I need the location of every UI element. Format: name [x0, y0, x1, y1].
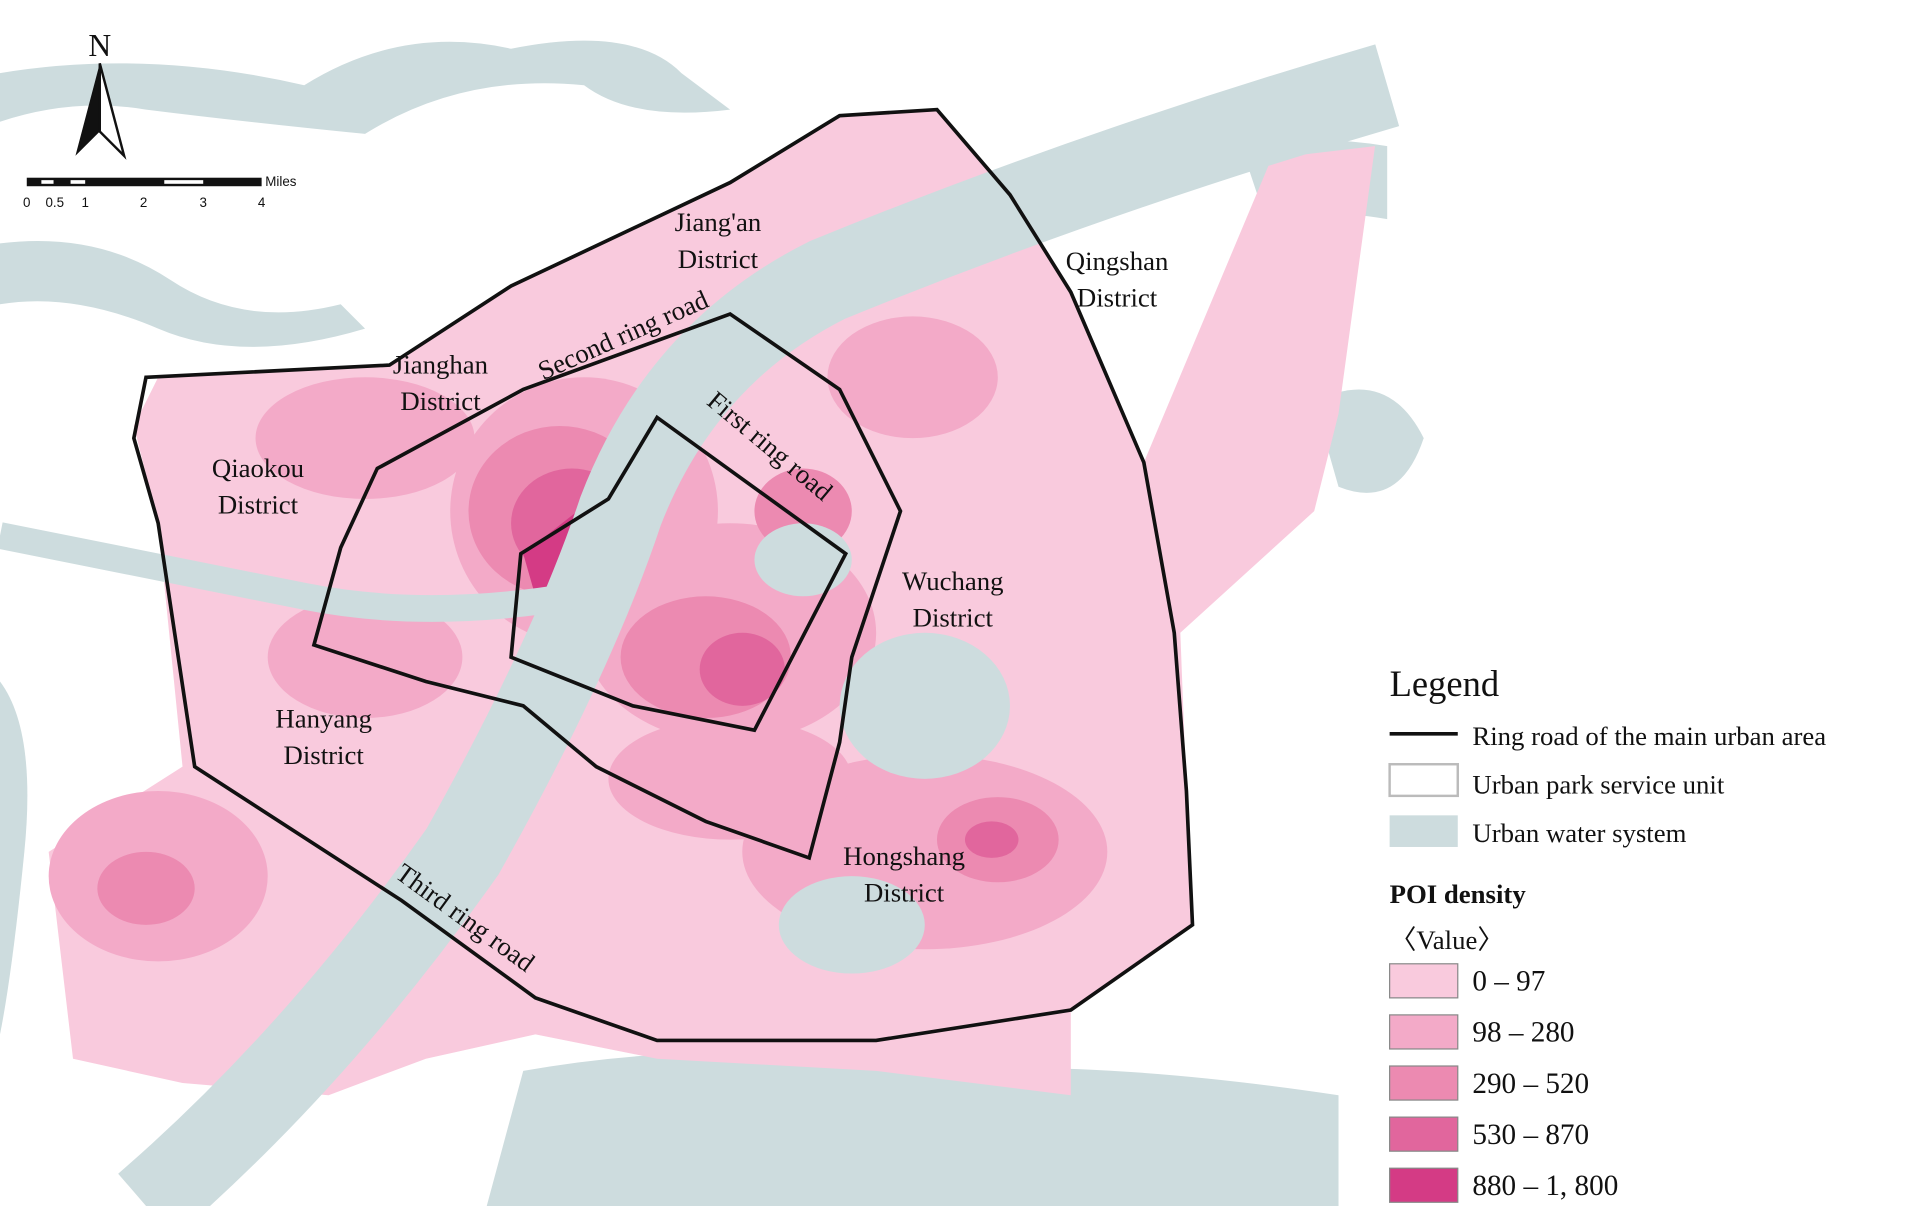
- legend-item: Urban water system: [1472, 818, 1686, 848]
- scale-tick-label: 0: [23, 195, 30, 210]
- scale-bar: 0 0.5 1 2 3 4 Miles: [23, 174, 297, 210]
- north-label: N: [88, 28, 111, 63]
- class-label: 530 – 870: [1472, 1119, 1589, 1151]
- district-label: District: [284, 740, 365, 770]
- scale-tick-label: 2: [140, 195, 147, 210]
- scale-tick-label: 3: [199, 195, 206, 210]
- legend-swatch: [1389, 1116, 1459, 1152]
- legend-swatch: [1389, 963, 1459, 999]
- district-label: Qiaokou: [212, 453, 304, 483]
- value-label: 〈Value〉: [1390, 925, 1504, 955]
- class-label: 98 – 280: [1472, 1017, 1574, 1049]
- class-label: 0 – 97: [1472, 966, 1545, 998]
- class-label: 290 – 520: [1472, 1068, 1589, 1100]
- legend-swatch: [1389, 1014, 1459, 1050]
- district-label: Wuchang: [902, 566, 1003, 596]
- map-base: [0, 40, 1424, 1206]
- district-label: Qingshan: [1066, 246, 1169, 276]
- scale-unit: Miles: [265, 174, 297, 189]
- district-label: District: [400, 386, 481, 416]
- class-label: 880 – 1, 800: [1472, 1170, 1618, 1202]
- district-label: Jiang'an: [675, 207, 762, 237]
- scale-tick-label: 1: [81, 195, 88, 210]
- district-label: District: [1077, 283, 1158, 313]
- legend-title: Legend: [1390, 663, 1499, 704]
- legend: Legend Ring road of the main urban area …: [1388, 663, 1826, 1203]
- legend-swatch: [1389, 1065, 1459, 1101]
- district-label: Hanyang: [275, 704, 372, 734]
- legend-item: Ring road of the main urban area: [1472, 721, 1826, 751]
- district-label: Hongshang: [843, 841, 965, 871]
- district-label: District: [864, 878, 945, 908]
- district-label: District: [218, 490, 299, 520]
- scale-tick-label: 0.5: [45, 195, 64, 210]
- poi-title: POI density: [1390, 879, 1527, 909]
- district-label: District: [913, 603, 994, 633]
- legend-item: Urban park service unit: [1472, 769, 1725, 799]
- legend-swatch: [1389, 1167, 1459, 1203]
- scale-tick-label: 4: [258, 195, 266, 210]
- district-label: Jianghan: [393, 350, 488, 380]
- district-label: District: [678, 244, 759, 274]
